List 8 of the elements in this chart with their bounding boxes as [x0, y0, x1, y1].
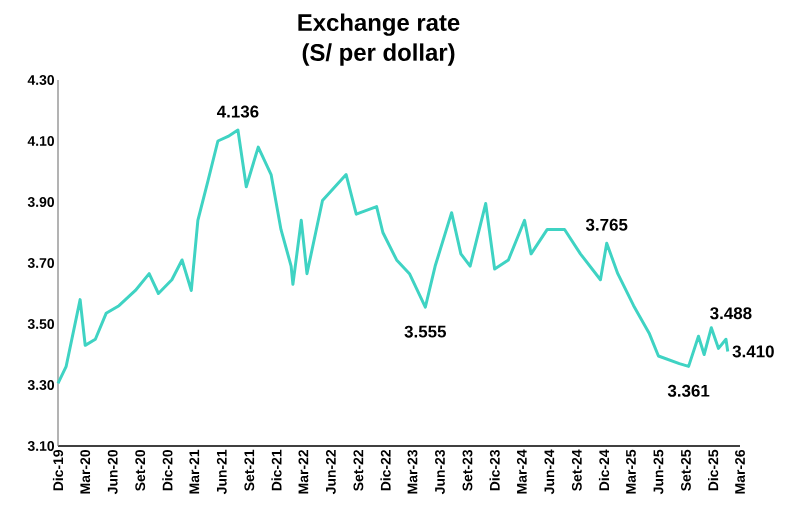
annotation: 3.361 [667, 384, 710, 397]
annotation: 3.410 [732, 345, 774, 358]
annotation: 4.136 [216, 105, 259, 118]
annotation: 3.555 [404, 325, 447, 338]
annotation: 3.488 [710, 307, 752, 320]
annotation: 3.765 [585, 218, 628, 231]
chart-title: Exchange rate [298, 13, 460, 36]
chart-subtitle: (S/ per dollar) [302, 43, 455, 66]
